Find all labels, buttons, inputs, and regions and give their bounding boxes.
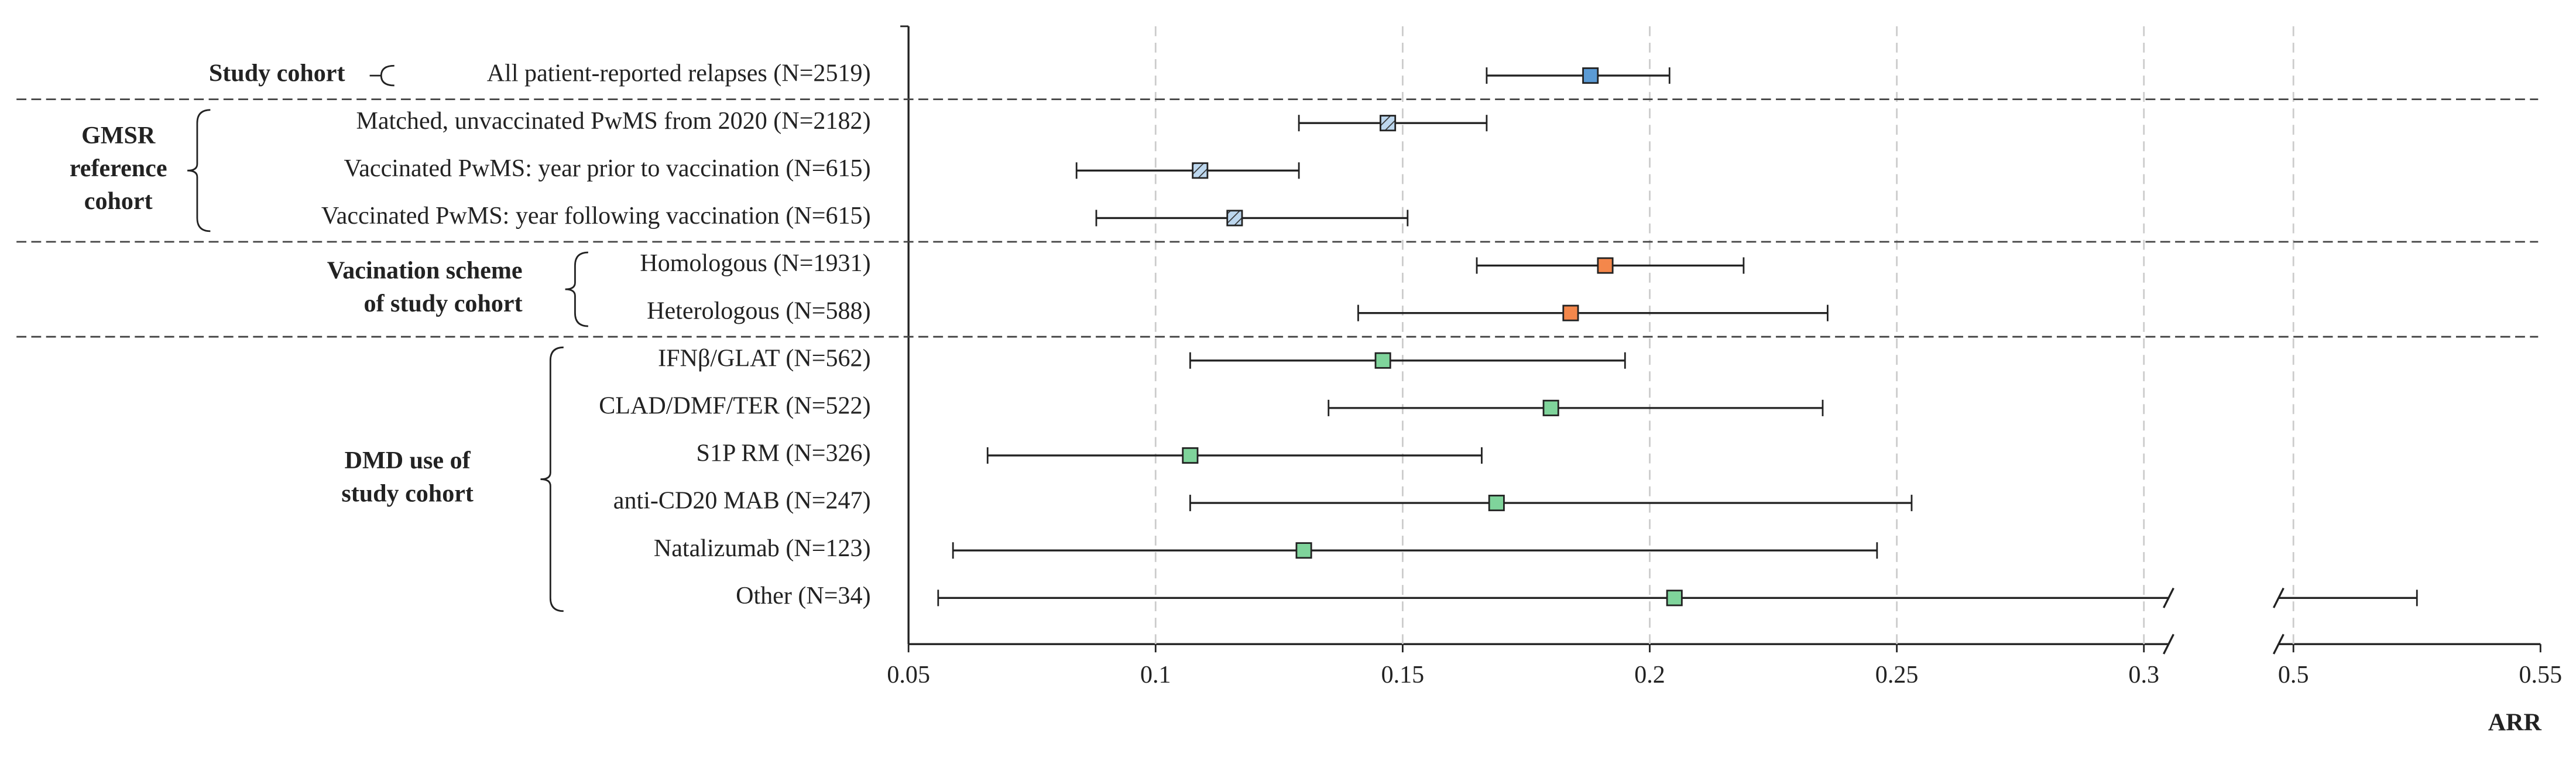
row-label: Vaccinated PwMS: year prior to vaccinati… (344, 155, 871, 182)
row-label: Heterologous (N=588) (647, 297, 870, 324)
row-label: All patient-reported relapses (N=2519) (487, 60, 871, 87)
x-tick-label: 0.1 (1140, 661, 1171, 689)
row-label: S1P RM (N=326) (697, 440, 871, 467)
point-estimate (1488, 495, 1505, 512)
group-label: study cohort (341, 479, 474, 507)
row-label: Other (N=34) (736, 582, 871, 609)
group-label: Vacination scheme (327, 257, 523, 285)
group-label: reference (70, 155, 167, 182)
x-tick-label: 0.3 (2128, 661, 2159, 689)
point-estimate (1582, 67, 1599, 84)
row-label: CLAD/DMF/TER (N=522) (599, 392, 870, 420)
axis-break (2272, 633, 2285, 655)
group-label: GMSR (81, 122, 156, 149)
row-label: Matched, unvaccinated PwMS from 2020 (N=… (356, 107, 870, 135)
axis-break (2272, 587, 2285, 608)
x-tick-label: 0.2 (1634, 661, 1665, 689)
brace (565, 251, 588, 327)
point-estimate (1597, 257, 1614, 274)
brace (369, 64, 395, 87)
x-tick-label: 0.15 (1381, 661, 1425, 689)
point-estimate (1374, 352, 1391, 369)
brace (540, 346, 564, 612)
point-estimate (1562, 304, 1579, 321)
x-tick-label: 0.05 (887, 661, 930, 689)
x-tick-label: 0.55 (2519, 661, 2562, 689)
point-estimate (1666, 590, 1683, 607)
row-label: Natalizumab (N=123) (654, 535, 871, 562)
point-estimate (1295, 542, 1312, 559)
point-estimate (1542, 399, 1559, 416)
x-tick-label: 0.25 (1875, 661, 1919, 689)
row-label: Homologous (N=1931) (640, 249, 870, 277)
group-label: cohort (84, 187, 153, 215)
axis-break (2163, 587, 2174, 608)
row-label: Vaccinated PwMS: year following vaccinat… (321, 202, 871, 230)
point-estimate (1226, 210, 1243, 227)
group-label: DMD use of (345, 447, 471, 474)
row-label: anti-CD20 MAB (N=247) (613, 487, 871, 515)
x-tick-label: 0.5 (2278, 661, 2309, 689)
row-label: IFNβ/GLAT (N=562) (658, 344, 870, 372)
group-label: of study cohort (363, 290, 522, 317)
point-estimate (1380, 115, 1397, 132)
group-label: Study cohort (209, 60, 345, 87)
point-estimate (1192, 162, 1209, 179)
axis-break (2163, 633, 2174, 655)
brace (187, 109, 211, 232)
x-axis-label: ARR (2488, 708, 2542, 736)
point-estimate (1182, 447, 1199, 464)
